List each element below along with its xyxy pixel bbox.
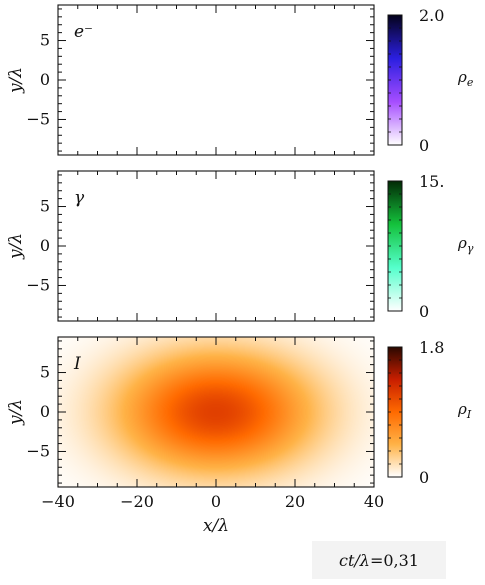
x-axis-label: x/λ [203, 516, 229, 536]
time-value: =0,31 [369, 550, 419, 570]
x-tick-label: −40 [41, 492, 75, 511]
panel-3: −5 0 5 −40 −20 0 20 40 y/λ x/λ I 1.8 0 ρI [6, 336, 472, 536]
y-axis-label: y/λ [6, 399, 26, 426]
colorbar-title: ρI [457, 400, 472, 421]
panel-label: γ [74, 188, 85, 208]
colorbar-max-label: 2.0 [419, 6, 444, 25]
x-tick-label: 20 [285, 492, 305, 511]
colorbar-max-label: 15. [419, 172, 444, 191]
colorbar-title: ργ [457, 234, 474, 255]
time-label: ct/λ [339, 550, 370, 570]
y-tick-label: −5 [26, 275, 50, 294]
colorbar-min-label: 0 [419, 302, 429, 321]
colorbar-title: ρe [457, 68, 474, 89]
y-tick-label: −5 [26, 441, 50, 460]
panel-label: e⁻ [74, 22, 93, 42]
y-axis-label: y/λ [6, 67, 26, 94]
x-tick-label: 40 [364, 492, 384, 511]
y-tick-label: 0 [40, 70, 50, 89]
colorbar-max-label: 1.8 [419, 338, 444, 357]
panels: −5 0 5 y/λ e⁻ 2.0 0 ρe −5 0 5 y/λ γ 15. 0 ργ −5 0 5 −40 −20 0… [6, 4, 474, 536]
y-tick-label: 0 [40, 236, 50, 255]
y-tick-label: 5 [40, 197, 50, 216]
x-tick-label: −20 [120, 492, 154, 511]
y-tick-label: 5 [40, 31, 50, 50]
y-tick-label: 0 [40, 402, 50, 421]
colorbar-min-label: 0 [419, 468, 429, 487]
colorbar-min-label: 0 [419, 136, 429, 155]
x-tick-label: 0 [211, 492, 221, 511]
y-tick-label: −5 [26, 109, 50, 128]
y-axis-label: y/λ [6, 233, 26, 260]
intensity-field [58, 337, 374, 487]
plot-frame [57, 170, 375, 322]
panel-2: −5 0 5 y/λ γ 15. 0 ργ [6, 170, 474, 322]
y-tick-label: 5 [40, 363, 50, 382]
panel-1: −5 0 5 y/λ e⁻ 2.0 0 ρe [6, 4, 474, 156]
plot-frame [57, 4, 375, 156]
panel-label: I [73, 354, 81, 374]
time-annotation: ct/λ =0,31 [312, 541, 446, 579]
